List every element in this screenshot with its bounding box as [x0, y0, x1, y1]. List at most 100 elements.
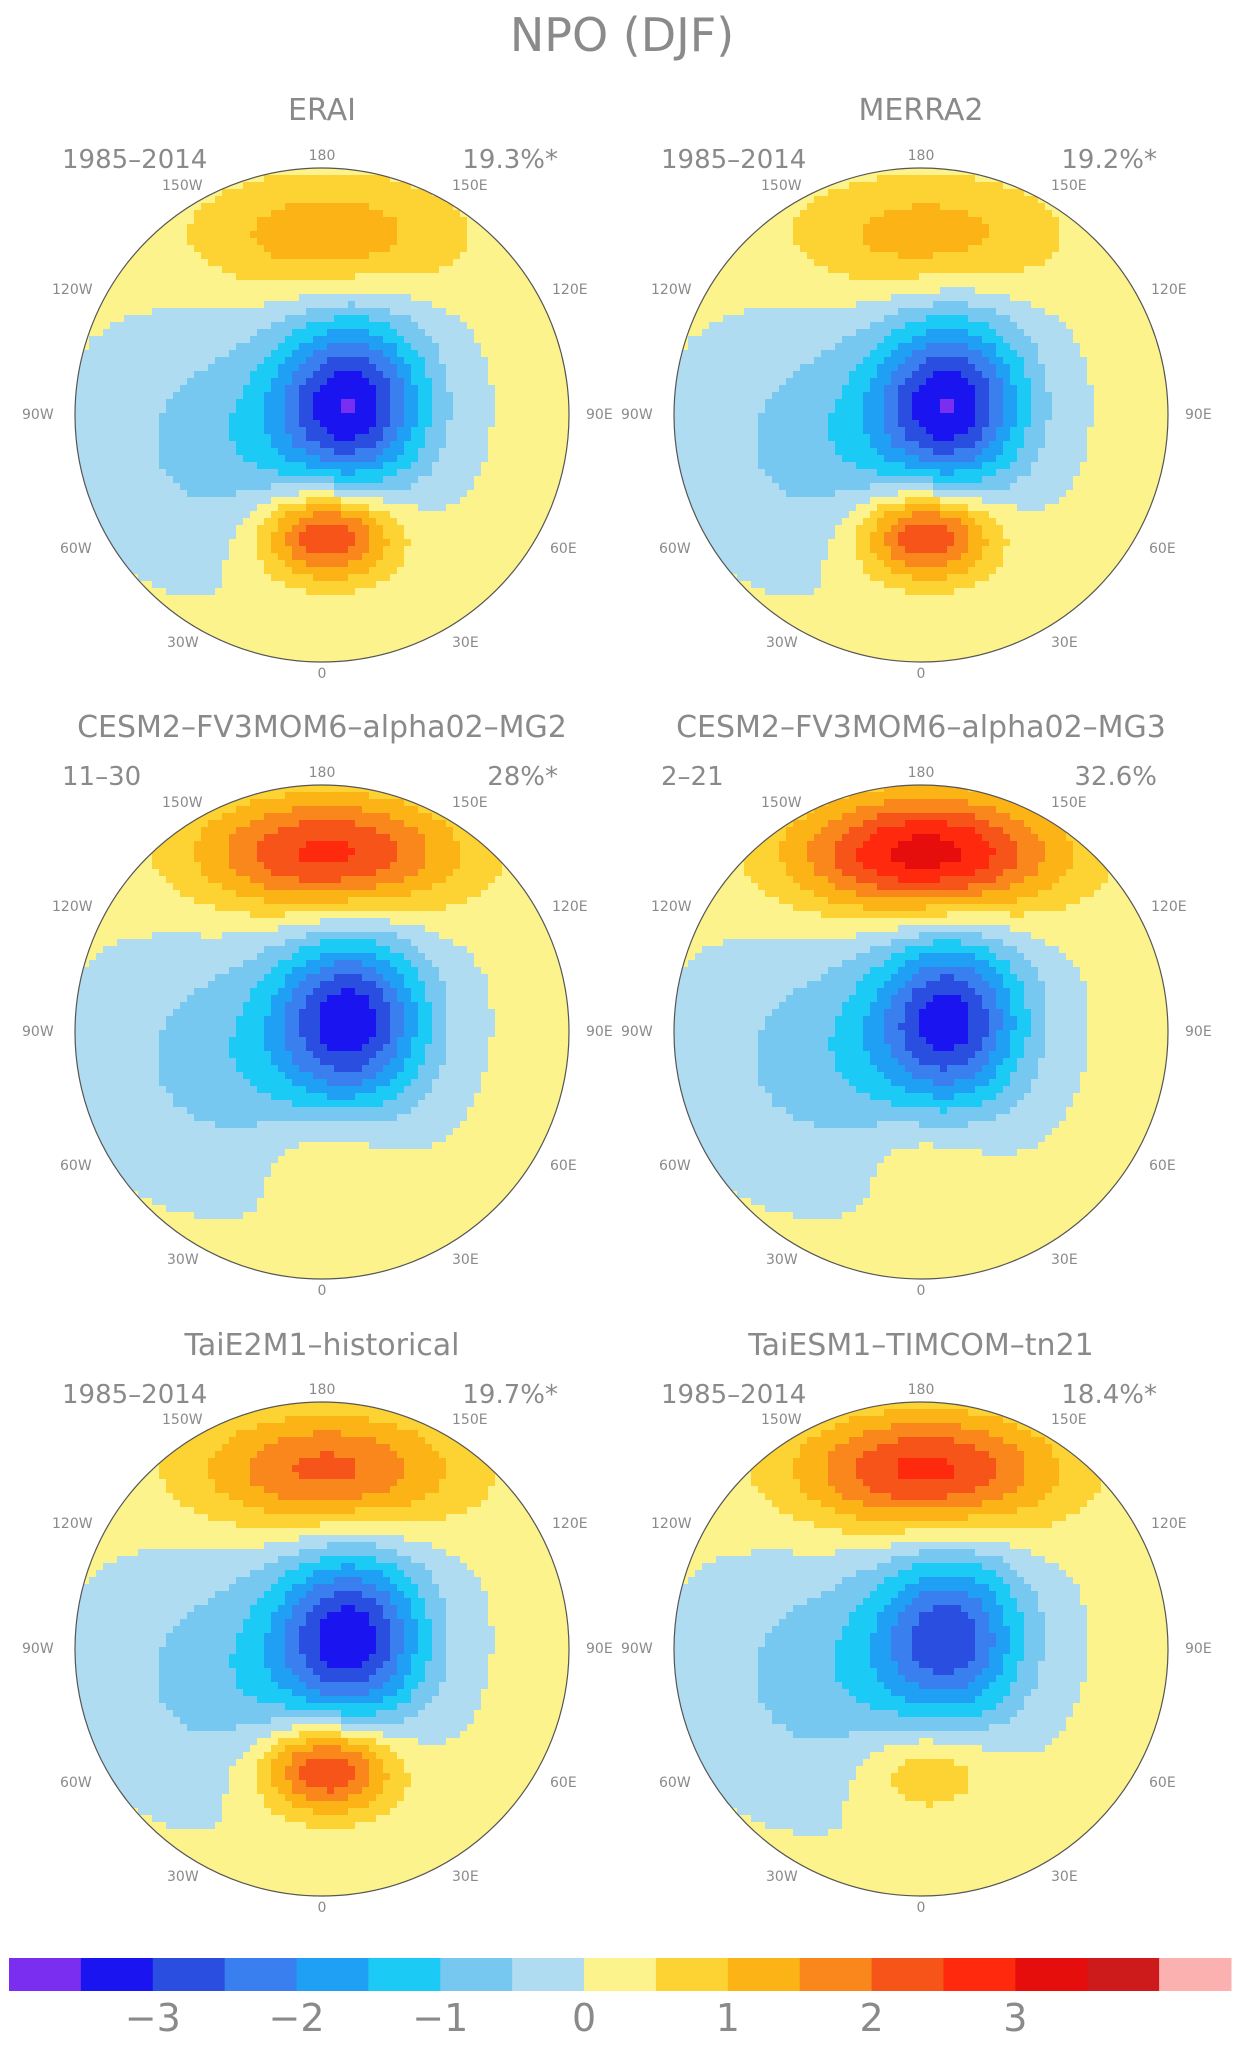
map-boundary [74, 1401, 570, 1897]
lon-label: 60W [659, 1158, 691, 1174]
lon-label: 120E [1151, 899, 1187, 915]
map-boundary [673, 167, 1169, 663]
lon-label: 90E [1185, 1641, 1212, 1657]
panel-variance: 18.4%* [557, 1380, 1157, 1410]
colorbar-swatch [1015, 1958, 1088, 1991]
colorbar-swatch [512, 1958, 585, 1991]
lon-label: 120E [552, 282, 588, 298]
colorbar-swatch [296, 1958, 369, 1991]
figure-title: NPO (DJF) [322, 8, 922, 62]
panel-title: TaiESM1–TIMCOM–tn21 [621, 1328, 1221, 1363]
field-merra2 [674, 168, 1168, 662]
panel-title: CESM2–FV3MOM6–alpha02–MG2 [22, 710, 622, 745]
lon-label: 30E [1051, 1869, 1078, 1885]
panel-title: MERRA2 [621, 93, 1221, 128]
lon-label: 30W [167, 635, 199, 651]
panel-cesm2-mg3 [673, 784, 1169, 1280]
lon-label: 30E [1051, 1252, 1078, 1268]
panel-variance: 28%* [0, 762, 558, 792]
lon-label: 90W [621, 1641, 653, 1657]
lon-label: 90E [586, 407, 613, 423]
lon-label: 60E [550, 1158, 577, 1174]
colorbar-tick-label: 2 [572, 1996, 1172, 2040]
lon-label: 150E [452, 1412, 488, 1428]
lon-label: 120W [651, 1516, 692, 1532]
lon-label: 120W [651, 899, 692, 915]
lon-label: 150W [761, 178, 802, 194]
map-boundary [673, 1401, 1169, 1897]
lon-label: 120W [52, 899, 93, 915]
lon-label: 150E [1051, 1412, 1087, 1428]
lon-label: 60E [1149, 1158, 1176, 1174]
lon-label: 0 [621, 666, 1221, 682]
lon-label: 90W [22, 407, 54, 423]
panel-erai [74, 167, 570, 663]
panel-period: 1985–2014 [62, 145, 207, 175]
colorbar-swatch [440, 1958, 513, 1991]
colorbar-tick-label: −1 [140, 1996, 740, 2040]
panel-period: 1985–2014 [62, 1380, 207, 1410]
lon-label: 180 [621, 148, 1221, 164]
colorbar-swatch [1087, 1958, 1160, 1991]
lon-label: 120W [52, 282, 93, 298]
lon-label: 120E [552, 1516, 588, 1532]
lon-label: 150E [1051, 178, 1087, 194]
colorbar-tick-label: −3 [0, 1996, 453, 2040]
panel-cesm2-mg2 [74, 784, 570, 1280]
lon-label: 60W [60, 1158, 92, 1174]
colorbar-tick-label: 0 [284, 1996, 884, 2040]
colorbar-swatch [368, 1958, 441, 1991]
map-boundary [74, 167, 570, 663]
panel-title: ERAI [22, 93, 622, 128]
lon-label: 60W [659, 1775, 691, 1791]
panel-taie2m1 [74, 1401, 570, 1897]
map-boundary [673, 784, 1169, 1280]
lon-label: 90E [586, 1641, 613, 1657]
lon-label: 150W [162, 178, 203, 194]
field-cesm2-mg3 [674, 785, 1168, 1279]
lon-label: 30E [452, 1252, 479, 1268]
lon-label: 180 [621, 765, 1221, 781]
lon-label: 60E [1149, 1775, 1176, 1791]
lon-label: 0 [22, 1900, 622, 1916]
lon-label: 120E [552, 899, 588, 915]
lon-label: 30E [452, 635, 479, 651]
lon-label: 180 [22, 1382, 622, 1398]
colorbar-swatch [655, 1958, 729, 1991]
lon-label: 120E [1151, 282, 1187, 298]
lon-label: 90W [22, 1641, 54, 1657]
colorbar-swatch [9, 1958, 82, 1991]
lon-label: 120E [1151, 1516, 1187, 1532]
lon-label: 30E [1051, 635, 1078, 651]
lon-label: 30W [167, 1252, 199, 1268]
panel-title: CESM2–FV3MOM6–alpha02–MG3 [621, 710, 1221, 745]
panel-variance: 19.3%* [0, 145, 558, 175]
lon-label: 30E [452, 1869, 479, 1885]
lon-label: 60W [60, 541, 92, 557]
colorbar-swatch [152, 1958, 226, 1991]
lon-label: 0 [22, 1283, 622, 1299]
panel-title: TaiE2M1–historical [22, 1328, 622, 1363]
lon-label: 90W [621, 407, 653, 423]
lon-label: 30W [766, 1869, 798, 1885]
lon-label: 60E [550, 541, 577, 557]
lon-label: 60E [550, 1775, 577, 1791]
colorbar-swatch [799, 1958, 873, 1991]
lon-label: 60W [659, 541, 691, 557]
lon-label: 150E [452, 795, 488, 811]
lon-label: 90W [621, 1024, 653, 1040]
lon-label: 90E [1185, 407, 1212, 423]
lon-label: 120W [52, 1516, 93, 1532]
lon-label: 0 [22, 666, 622, 682]
field-taiesm1-timcom [674, 1402, 1168, 1896]
colorbar-tick-label: 3 [715, 1996, 1244, 2040]
lon-label: 120W [651, 282, 692, 298]
lon-label: 180 [621, 1382, 1221, 1398]
colorbar-swatch [871, 1958, 944, 1991]
lon-label: 0 [621, 1283, 1221, 1299]
panel-merra2 [673, 167, 1169, 663]
panel-variance: 19.2%* [557, 145, 1157, 175]
lon-label: 150W [761, 795, 802, 811]
lon-label: 150E [452, 178, 488, 194]
